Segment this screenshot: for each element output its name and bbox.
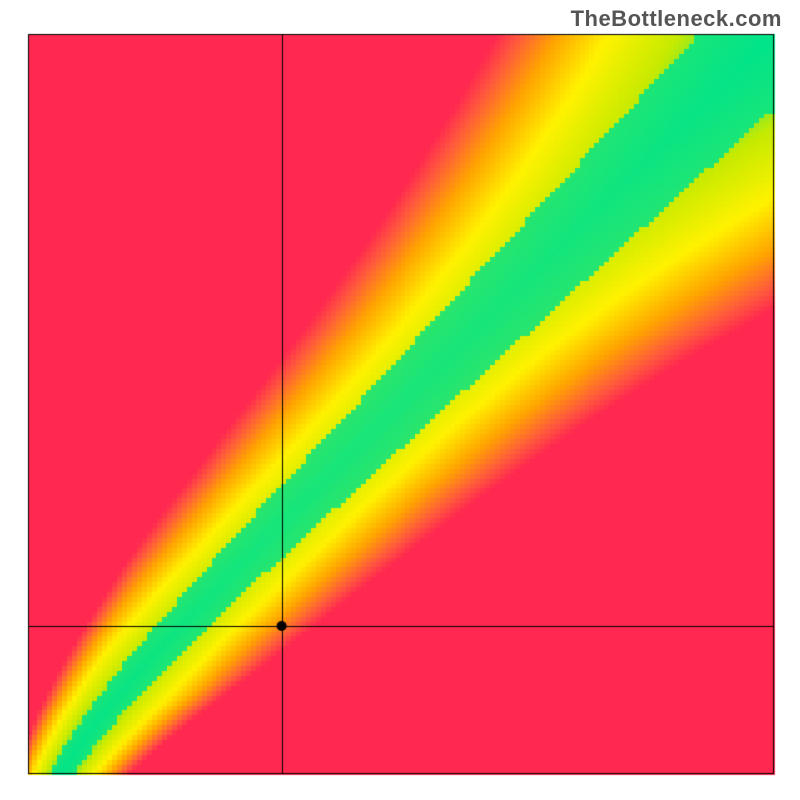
heatmap-canvas [0,0,800,800]
chart-container: TheBottleneck.com [0,0,800,800]
watermark-text: TheBottleneck.com [571,6,782,32]
